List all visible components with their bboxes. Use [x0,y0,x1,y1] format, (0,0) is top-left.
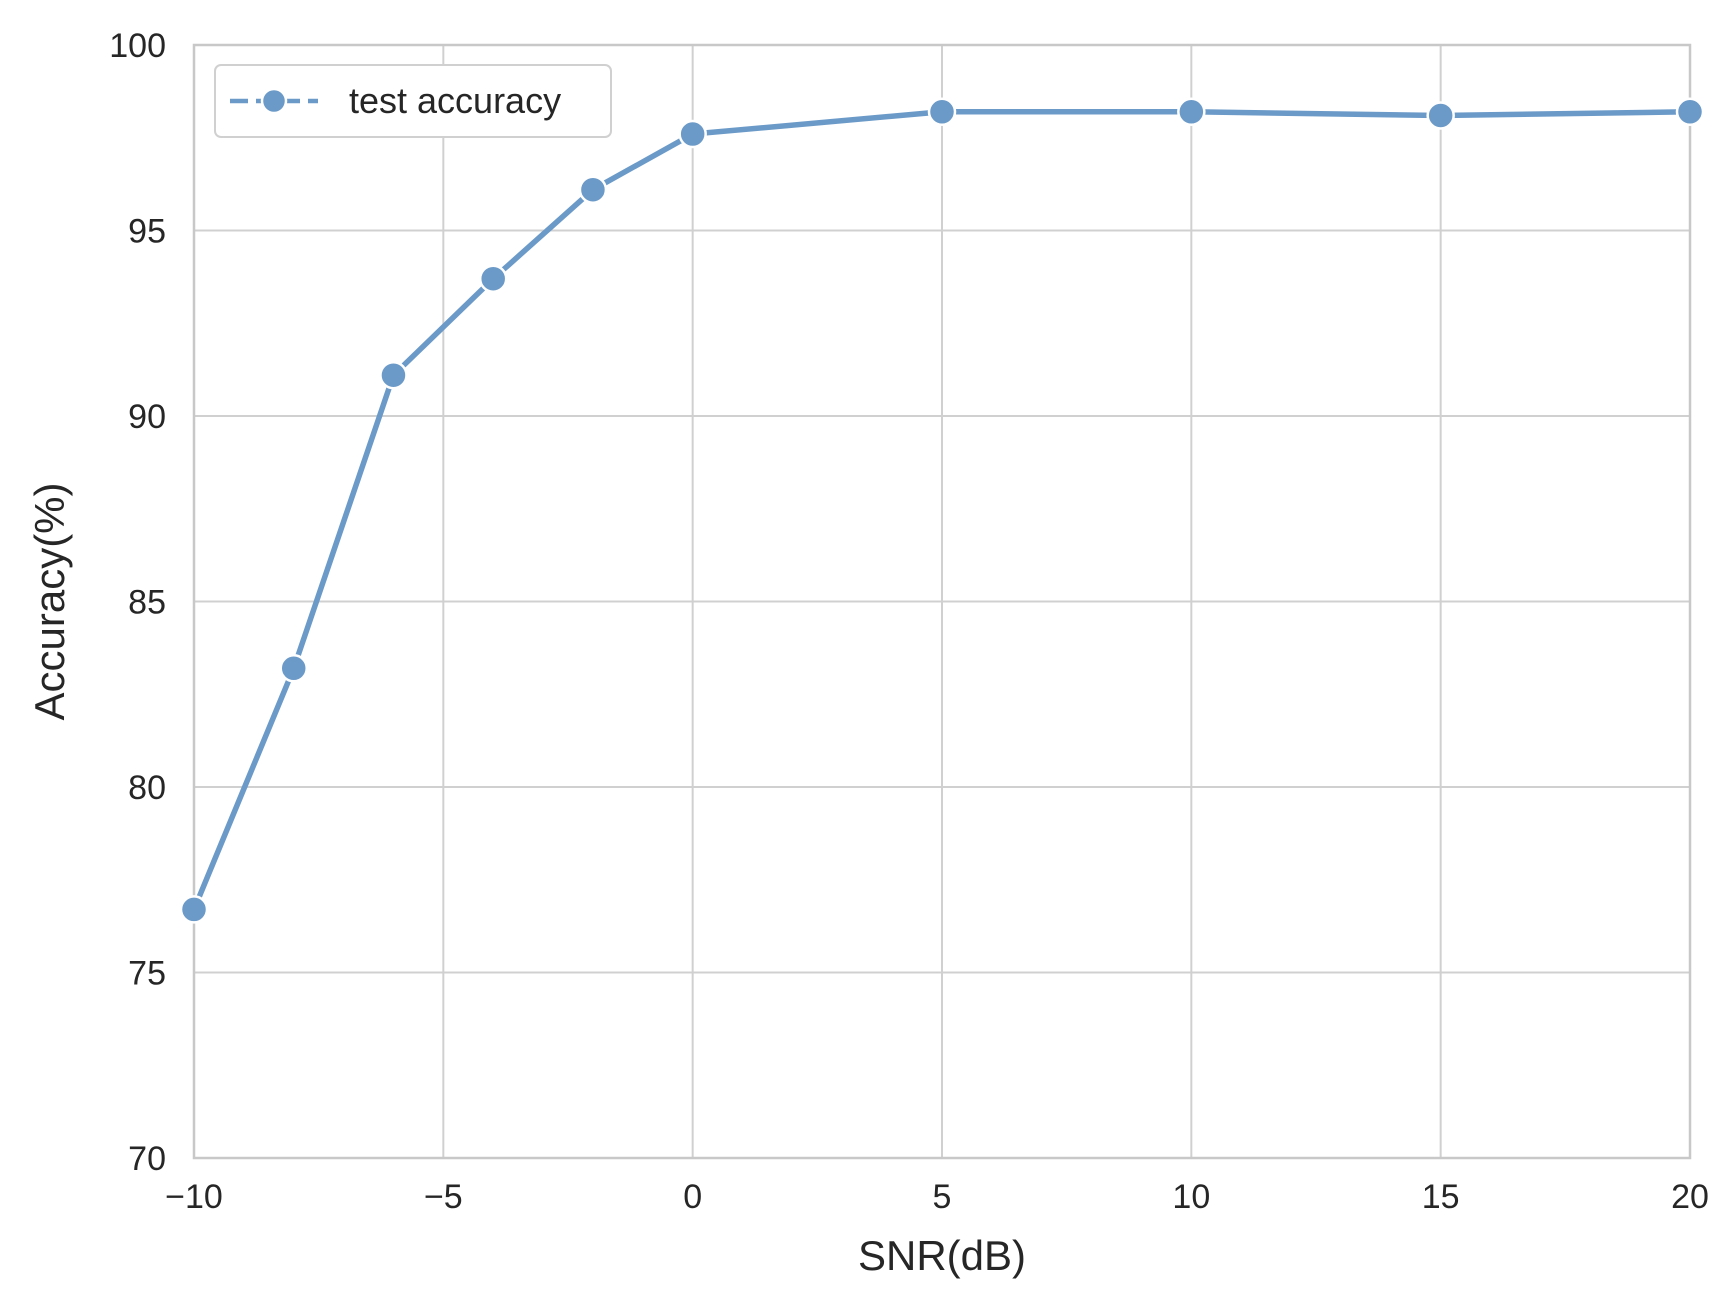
x-tick-label: 20 [1671,1178,1709,1216]
data-point [1426,101,1455,130]
data-point [678,119,707,149]
series-layer [179,97,1705,924]
y-tick-label: 70 [128,1140,166,1178]
x-axis-title: SNR(dB) [858,1232,1026,1279]
x-tick-label: 10 [1172,1178,1210,1216]
y-tick-label: 90 [128,398,166,436]
data-point [179,895,209,924]
x-tick-label: −10 [165,1178,223,1216]
plot-area-frame [192,43,1692,1160]
data-point [578,175,608,204]
data-point [1675,97,1705,127]
data-point [279,654,308,683]
y-tick-label: 85 [128,584,166,622]
x-tick-label: 15 [1422,1178,1460,1216]
data-point [478,264,508,293]
series-line [191,109,1693,913]
x-axis-ticks: −10 −5 0 5 10 15 20 [165,1178,1709,1216]
y-tick-label: 80 [128,769,166,807]
data-point [379,360,408,390]
y-axis-ticks: 70 75 80 85 90 95 100 [109,27,166,1178]
y-axis-title: Accuracy(%) [26,482,73,720]
legend: test accuracy [214,64,612,138]
y-tick-label: 95 [128,213,166,251]
legend-label: test accuracy [349,80,561,121]
legend-box [214,64,612,138]
y-tick-label: 100 [109,27,166,65]
x-tick-label: 0 [683,1178,702,1216]
legend-marker-swatch [260,87,288,115]
y-tick-label: 75 [128,955,166,993]
x-tick-label: −5 [424,1178,463,1216]
data-point [1177,97,1206,127]
data-point [927,97,957,127]
x-tick-label: 5 [933,1178,952,1216]
